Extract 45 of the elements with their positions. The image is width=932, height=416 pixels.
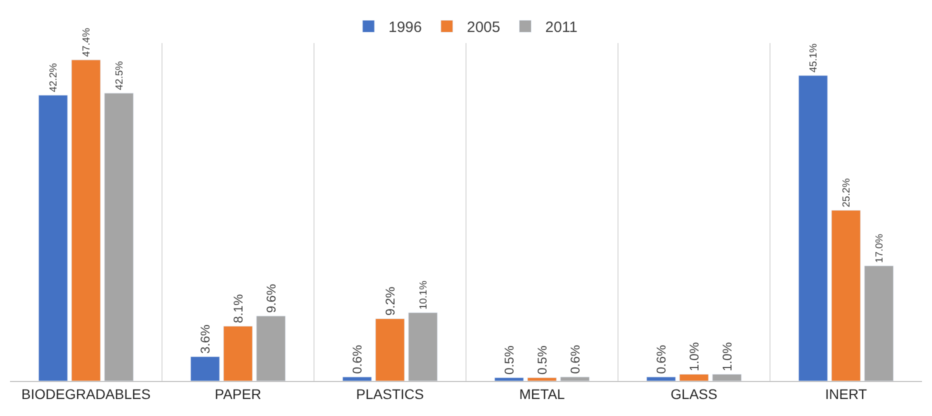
bar	[494, 377, 524, 381]
x-tick-label: METAL	[519, 386, 566, 402]
legend-label: 2005	[466, 19, 500, 36]
data-label: 9.2%	[384, 286, 398, 316]
bar	[798, 75, 828, 381]
x-tick-label: INERT	[825, 386, 868, 402]
bar	[190, 356, 220, 381]
bar	[831, 210, 861, 381]
data-label: 42.2%	[48, 63, 60, 92]
data-label: 3.6%	[198, 324, 213, 354]
data-label: 8.1%	[232, 294, 246, 324]
data-label: 0.6%	[654, 344, 669, 374]
x-tick-label: GLASS	[670, 386, 718, 402]
data-label: 17.0%	[874, 234, 886, 263]
data-label: 0.5%	[502, 346, 517, 375]
bar	[408, 312, 438, 381]
bar	[712, 374, 742, 381]
bar	[342, 376, 372, 381]
x-tick-label: PLASTICS	[356, 386, 424, 402]
data-label: 1.0%	[720, 342, 734, 372]
data-label: 42.5%	[114, 61, 126, 90]
data-label: 0.5%	[536, 346, 550, 375]
data-label: 9.6%	[264, 284, 278, 313]
bar	[223, 326, 253, 381]
bar	[527, 377, 557, 381]
data-label: 25.2%	[842, 178, 853, 208]
bar	[679, 374, 709, 381]
bar	[375, 318, 405, 381]
bar	[38, 94, 68, 381]
bar	[256, 316, 286, 381]
bar	[560, 376, 590, 381]
bar	[104, 92, 134, 381]
data-label: 45.1%	[808, 44, 820, 72]
x-tick-label: BIODEGRADABLES	[21, 386, 151, 402]
legend-label: 2011	[545, 19, 578, 36]
data-label: 47.4%	[82, 28, 93, 57]
bar	[864, 266, 894, 381]
x-tick-label: PAPER	[214, 386, 262, 402]
data-label: 0.6%	[350, 344, 365, 374]
bar	[71, 60, 101, 381]
data-label: 10.1%	[418, 280, 430, 310]
data-label: 1.0%	[688, 342, 702, 372]
bar	[646, 376, 676, 381]
legend-label: 1996	[388, 19, 422, 36]
data-label: 0.6%	[568, 344, 582, 374]
